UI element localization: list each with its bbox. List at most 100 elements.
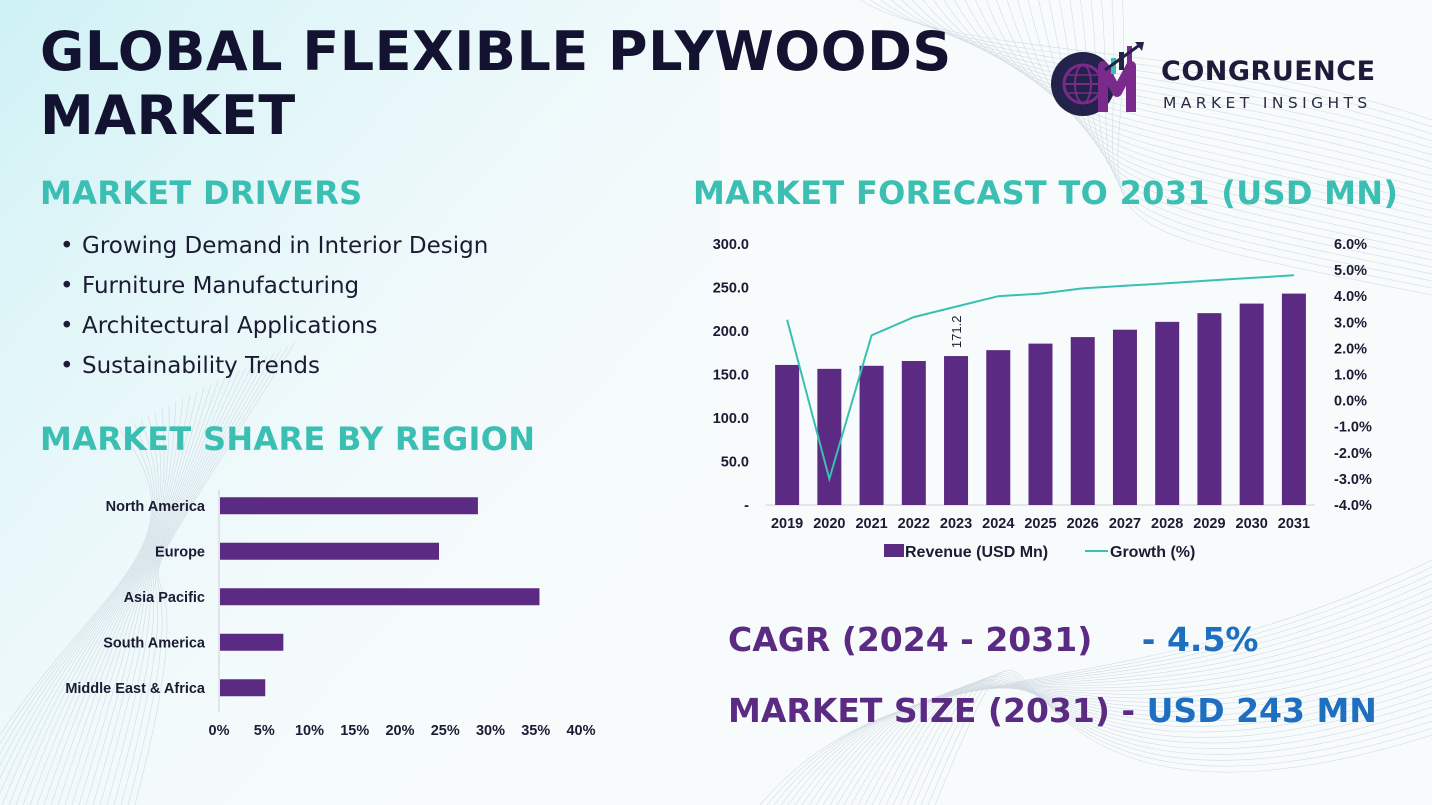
region-x-tick-label: 40%	[566, 723, 595, 739]
year-tick-label: 2021	[855, 516, 887, 532]
background-wave-line	[773, 573, 1432, 805]
left-y-tick-label: 150.0	[713, 368, 749, 384]
year-tick-label: 2027	[1109, 516, 1141, 532]
region-x-tick-label: 0%	[209, 723, 230, 739]
driver-item-label: Furniture Manufacturing	[82, 273, 360, 299]
region-bar	[220, 588, 540, 606]
left-y-tick-label: 200.0	[713, 324, 749, 340]
bullet-icon: •	[60, 353, 74, 379]
bullet-icon: •	[60, 233, 74, 259]
logo-mark-icon	[1051, 42, 1144, 116]
year-tick-label: 2029	[1193, 516, 1225, 532]
driver-item: • Furniture Manufacturing	[60, 268, 488, 308]
left-y-tick-label: 300.0	[713, 237, 749, 253]
left-y-tick-label: -	[744, 498, 749, 514]
region-category-label: Middle East & Africa	[65, 681, 206, 697]
driver-item-label: Growing Demand in Interior Design	[82, 233, 489, 259]
revenue-bar	[1155, 321, 1180, 505]
driver-item-label: Sustainability Trends	[82, 353, 320, 379]
right-y-tick-label: 1.0%	[1334, 368, 1367, 384]
revenue-bar	[1070, 337, 1095, 505]
right-y-tick-label: 4.0%	[1334, 289, 1367, 305]
revenue-bar	[1112, 329, 1137, 505]
drivers-list: • Growing Demand in Interior Design • Furn…	[60, 228, 488, 388]
background-wave-line	[759, 559, 1432, 805]
legend-revenue-label: Revenue (USD Mn)	[905, 544, 1048, 561]
region-x-tick-label: 35%	[521, 723, 550, 739]
revenue-bar	[859, 365, 884, 505]
region-x-tick-label: 15%	[340, 723, 369, 739]
year-tick-label: 2025	[1024, 516, 1056, 532]
logo-subtitle: MARKET INSIGHTS	[1163, 94, 1372, 112]
bullet-icon: •	[60, 313, 74, 339]
region-x-tick-label: 30%	[476, 723, 505, 739]
cagr-value: - 4.5%	[1141, 620, 1259, 659]
region-category-label: North America	[106, 499, 206, 515]
region-bar	[220, 497, 478, 515]
right-y-tick-label: 2.0%	[1334, 341, 1367, 357]
left-y-tick-label: 250.0	[713, 281, 749, 297]
legend-growth-label: Growth (%)	[1110, 544, 1195, 561]
right-y-tick-label: -2.0%	[1334, 446, 1372, 462]
background-wave-line	[1059, 0, 1432, 254]
forecast-chart: - 50.0 100.0 150.0 200.0 250.0 300.0 -4.0% -3.0%…	[713, 237, 1372, 561]
background-wave-line	[857, 657, 1432, 805]
revenue-bar	[986, 350, 1011, 505]
region-category-label: South America	[103, 635, 206, 651]
year-tick-label: 2019	[771, 516, 803, 532]
region-bar	[220, 633, 284, 651]
cagr-label: CAGR (2024 - 2031)	[728, 620, 1093, 659]
region-x-tick-label: 25%	[431, 723, 460, 739]
right-y-tick-label: 5.0%	[1334, 263, 1367, 279]
right-y-tick-label: 0.0%	[1334, 394, 1367, 410]
year-tick-label: 2030	[1236, 516, 1268, 532]
driver-item: • Sustainability Trends	[60, 348, 488, 388]
region-share-chart: North America Europe Asia Pacific South Ame…	[65, 490, 596, 739]
right-y-tick-label: -3.0%	[1334, 472, 1372, 488]
driver-item: • Growing Demand in Interior Design	[60, 228, 488, 268]
background-wave-line	[864, 664, 1432, 805]
region-x-tick-label: 10%	[295, 723, 324, 739]
right-y-tick-label: -4.0%	[1334, 498, 1372, 514]
region-x-tick-label: 5%	[254, 723, 275, 739]
forecast-heading: MARKET FORECAST TO 2031 (USD MN)	[693, 174, 1399, 212]
year-tick-label: 2028	[1151, 516, 1183, 532]
region-category-label: Europe	[155, 544, 205, 560]
region-x-tick-label: 20%	[385, 723, 414, 739]
market-size-label: MARKET SIZE (2031)	[728, 691, 1110, 730]
revenue-bar	[775, 364, 800, 505]
page-title-line-2: MARKET	[40, 84, 296, 147]
legend-revenue-swatch	[884, 544, 904, 557]
cagr-kpi: CAGR (2024 - 2031) - 4.5%	[728, 620, 1259, 659]
background-wave-line	[766, 566, 1432, 805]
bullet-icon: •	[60, 273, 74, 299]
page-title: GLOBAL FLEXIBLE PLYWOODS MARKET	[40, 20, 1000, 148]
revenue-bar	[901, 361, 926, 505]
revenue-bar	[817, 368, 842, 505]
year-tick-label: 2024	[982, 516, 1014, 532]
region-bar	[220, 542, 440, 560]
revenue-bar	[1028, 343, 1053, 505]
revenue-bar	[1281, 293, 1306, 505]
logo-name: CONGRUENCE	[1161, 56, 1376, 87]
driver-item-label: Architectural Applications	[82, 313, 378, 339]
right-y-tick-label: 6.0%	[1334, 237, 1367, 253]
company-logo: CONGRUENCE MARKET INSIGHTS	[1045, 40, 1405, 120]
growth-line	[786, 274, 1294, 483]
revenue-bar	[1239, 303, 1264, 505]
background-wave-line	[1069, 0, 1432, 261]
region-bar	[220, 679, 266, 697]
driver-item: • Architectural Applications	[60, 308, 488, 348]
year-tick-label: 2031	[1278, 516, 1310, 532]
market-size-kpi: MARKET SIZE (2031) - USD 243 MN	[728, 691, 1377, 730]
year-tick-label: 2026	[1067, 516, 1099, 532]
drivers-heading: MARKET DRIVERS	[40, 174, 363, 212]
left-y-tick-label: 100.0	[713, 411, 749, 427]
market-size-separator: -	[1121, 691, 1136, 730]
market-size-value: USD 243 MN	[1146, 691, 1377, 730]
region-category-label: Asia Pacific	[124, 590, 205, 606]
revenue-data-label: 171.2	[949, 316, 964, 349]
region-heading: MARKET SHARE BY REGION	[40, 420, 536, 458]
left-y-tick-label: 50.0	[721, 455, 749, 471]
year-tick-label: 2020	[813, 516, 845, 532]
